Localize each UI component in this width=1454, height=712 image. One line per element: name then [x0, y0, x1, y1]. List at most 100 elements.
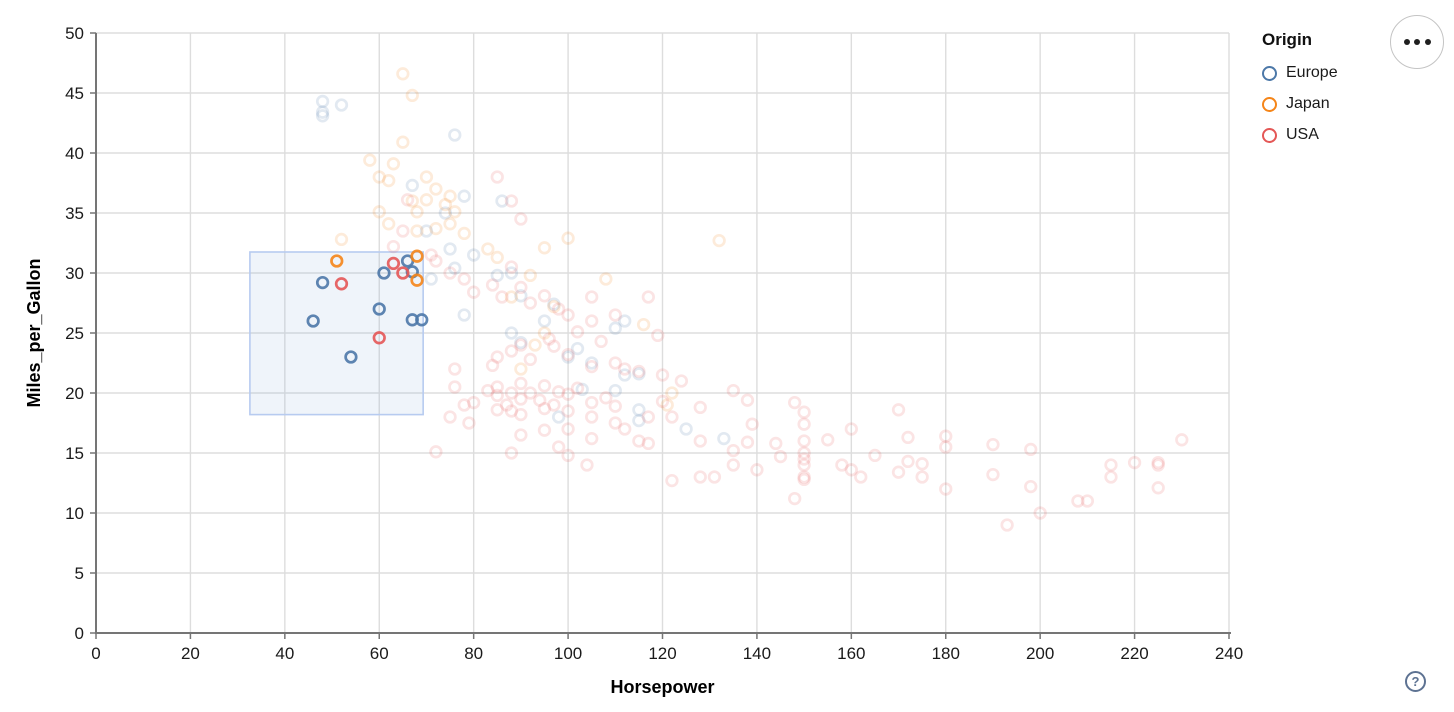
data-point	[443, 217, 457, 231]
data-point	[504, 404, 519, 418]
data-point	[400, 193, 415, 207]
data-point	[797, 434, 811, 448]
data-point	[693, 434, 707, 448]
data-point	[448, 128, 462, 142]
data-point	[481, 242, 495, 256]
brush-selection[interactable]	[249, 251, 424, 416]
data-point	[618, 368, 632, 382]
data-point	[986, 437, 1000, 452]
data-point	[306, 314, 320, 328]
legend-label: Europe	[1286, 64, 1338, 81]
data-point	[632, 367, 646, 381]
data-point	[551, 410, 566, 424]
y-tick-label: 15	[65, 444, 84, 463]
data-point	[514, 428, 528, 442]
data-point	[504, 260, 519, 274]
x-tick-label: 160	[837, 644, 865, 663]
help-icon[interactable]: ?	[1405, 671, 1426, 692]
x-tick-label: 180	[932, 644, 960, 663]
data-point	[835, 458, 849, 472]
data-point	[618, 314, 632, 328]
data-point	[665, 473, 679, 488]
data-point	[1104, 470, 1118, 484]
data-point	[457, 398, 471, 412]
data-point	[443, 242, 457, 256]
data-point	[504, 344, 519, 358]
data-point	[415, 313, 429, 327]
data-point	[504, 266, 519, 280]
data-point	[632, 434, 646, 448]
data-point	[344, 350, 358, 364]
data-point	[490, 250, 504, 265]
data-point	[599, 272, 613, 286]
data-point	[939, 429, 953, 443]
data-point	[726, 383, 740, 398]
data-point	[551, 440, 566, 454]
data-point	[632, 413, 646, 428]
data-point	[891, 403, 906, 417]
data-point	[939, 440, 953, 454]
data-point	[481, 383, 495, 398]
data-point	[901, 454, 915, 469]
x-tick-label: 220	[1120, 644, 1148, 663]
data-point	[891, 465, 906, 479]
data-point	[1033, 506, 1047, 520]
data-point	[457, 226, 471, 241]
data-point	[443, 410, 457, 424]
data-point	[717, 431, 731, 446]
data-point	[618, 422, 632, 436]
data-point	[561, 448, 575, 463]
legend-items: Europe Japan USA	[1262, 64, 1338, 144]
data-point	[490, 388, 504, 403]
data-point	[514, 392, 528, 406]
data-point	[537, 289, 552, 303]
data-point	[467, 285, 481, 299]
data-point	[448, 380, 462, 394]
data-point	[410, 224, 424, 238]
data-point	[726, 458, 740, 472]
data-point	[490, 350, 504, 364]
point-symbol-icon	[1262, 65, 1277, 81]
data-point	[740, 393, 755, 407]
data-point	[457, 308, 471, 322]
actions-menu-button[interactable]	[1390, 15, 1444, 69]
data-point	[405, 178, 419, 193]
data-point	[608, 399, 622, 413]
data-point	[542, 332, 556, 346]
data-point	[1000, 518, 1014, 532]
x-tick-label: 200	[1026, 644, 1054, 663]
data-point	[504, 194, 519, 208]
data-point	[641, 410, 655, 424]
data-point	[386, 157, 401, 171]
x-tick-label: 0	[91, 644, 100, 663]
data-point	[523, 386, 537, 400]
ellipsis-icon	[1403, 39, 1431, 45]
data-point	[580, 458, 594, 472]
data-point	[608, 308, 622, 322]
data-point	[769, 436, 783, 451]
data-point	[618, 362, 632, 376]
data-point	[1151, 458, 1165, 472]
data-point	[693, 400, 707, 415]
data-point	[467, 248, 481, 262]
data-point	[797, 446, 811, 460]
data-point	[467, 395, 481, 410]
data-point	[632, 403, 646, 417]
data-point	[655, 368, 670, 382]
data-point	[514, 289, 528, 303]
data-point	[585, 356, 599, 370]
data-point	[547, 339, 561, 353]
data-point	[443, 189, 457, 203]
data-point	[315, 94, 330, 109]
data-point	[372, 170, 386, 184]
data-point	[490, 403, 504, 417]
data-point	[514, 338, 528, 352]
data-point	[561, 347, 575, 362]
data-point	[334, 277, 349, 291]
data-point	[561, 231, 575, 245]
data-point	[632, 364, 646, 379]
data-point	[915, 470, 929, 484]
data-point	[490, 268, 504, 283]
